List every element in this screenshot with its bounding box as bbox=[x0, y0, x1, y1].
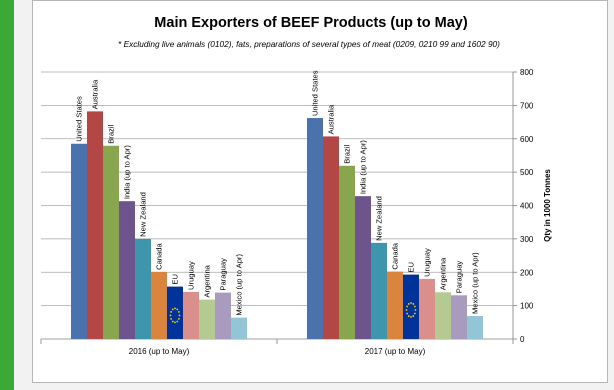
bar-series-label: Brazil bbox=[107, 124, 116, 143]
eu-star-mark bbox=[406, 305, 409, 308]
eu-star-mark bbox=[170, 311, 173, 313]
bar bbox=[435, 292, 451, 339]
eu-star-mark bbox=[412, 315, 415, 317]
side-accent-bar bbox=[0, 0, 14, 390]
eu-star-mark bbox=[177, 311, 180, 313]
bar-series-label: Paraguay bbox=[455, 261, 464, 294]
bar-series-label: India (up to Apr) bbox=[123, 145, 132, 200]
bar bbox=[419, 278, 435, 339]
eu-star-mark bbox=[410, 302, 412, 304]
bar bbox=[403, 274, 419, 339]
chart-panel: Main Exporters of BEEF Products (up to M… bbox=[32, 0, 608, 383]
eu-star-mark bbox=[413, 305, 416, 308]
y-tick-label: 700 bbox=[520, 101, 534, 110]
bar bbox=[451, 295, 467, 339]
eu-star-mark bbox=[407, 315, 410, 317]
bar bbox=[215, 292, 231, 339]
bar bbox=[199, 299, 215, 339]
chart-title: Main Exporters of BEEF Products (up to M… bbox=[154, 15, 468, 31]
y-tick-label: 0 bbox=[520, 335, 525, 344]
bar-series-label: Brazil bbox=[343, 144, 352, 163]
bar-series-label: Australia bbox=[91, 79, 100, 109]
bar-series-label: United States bbox=[311, 70, 320, 116]
bar bbox=[135, 238, 151, 339]
bar bbox=[371, 242, 387, 339]
bar-series-label: Uruguay bbox=[423, 248, 432, 277]
eu-star-mark bbox=[176, 320, 179, 323]
chart-subtitle: * Excluding live animals (0102), fats, p… bbox=[118, 39, 500, 49]
eu-star-mark bbox=[176, 308, 179, 311]
y-axis-title: Qty in 1000 Tonnes bbox=[543, 169, 552, 242]
bar bbox=[467, 315, 483, 339]
bar-series-label: Uruguay bbox=[187, 261, 196, 290]
bar bbox=[323, 136, 339, 339]
eu-star-mark bbox=[170, 318, 173, 320]
bar bbox=[307, 118, 323, 340]
bar-series-label: New Zealand bbox=[375, 196, 384, 241]
eu-star-mark bbox=[174, 321, 176, 324]
bar bbox=[387, 271, 403, 339]
y-tick-label: 100 bbox=[520, 302, 534, 311]
bar-series-label: Mexico (up to Apr) bbox=[235, 254, 244, 316]
bar bbox=[119, 201, 135, 339]
bar-series-label: Argentina bbox=[203, 264, 212, 297]
bar-series-label: Paraguay bbox=[219, 258, 228, 291]
bar-series-label: EU bbox=[407, 262, 416, 273]
eu-star-mark bbox=[171, 320, 174, 323]
eu-star-mark bbox=[177, 318, 180, 320]
bar-series-label: India (up to Apr) bbox=[359, 140, 368, 195]
y-tick-label: 800 bbox=[520, 68, 534, 77]
bar bbox=[87, 111, 103, 339]
category-label: 2016 (up to May) bbox=[129, 347, 190, 356]
bar-series-label: Mexico (up to Apr) bbox=[471, 252, 480, 314]
eu-star-mark bbox=[406, 312, 409, 315]
bar bbox=[231, 317, 247, 339]
bar bbox=[71, 143, 87, 339]
bar-series-label: New Zealand bbox=[139, 192, 148, 237]
y-tick-label: 600 bbox=[520, 135, 534, 144]
bar bbox=[103, 145, 119, 339]
eu-star-mark bbox=[171, 308, 174, 311]
bar-series-label: Canada bbox=[155, 243, 164, 270]
eu-star-mark bbox=[414, 309, 417, 311]
y-tick-label: 500 bbox=[520, 168, 534, 177]
eu-star-mark bbox=[413, 312, 416, 315]
bar bbox=[339, 165, 355, 339]
eu-star-mark bbox=[412, 303, 415, 305]
bar bbox=[183, 291, 199, 339]
eu-star-mark bbox=[169, 314, 172, 317]
bar-series-label: Argentina bbox=[439, 257, 448, 290]
eu-star-mark bbox=[407, 303, 410, 305]
eu-star-mark bbox=[178, 314, 181, 317]
y-tick-label: 300 bbox=[520, 235, 534, 244]
bar-series-label: Canada bbox=[391, 242, 400, 269]
bar-series-label: United States bbox=[75, 96, 84, 142]
bar bbox=[355, 196, 371, 339]
y-tick-label: 200 bbox=[520, 268, 534, 277]
bar-series-label: Australia bbox=[327, 104, 336, 134]
eu-star-mark bbox=[174, 307, 176, 310]
bar-series-label: EU bbox=[171, 274, 180, 285]
category-label: 2017 (up to May) bbox=[365, 347, 426, 356]
eu-star-mark bbox=[405, 309, 408, 311]
eu-star-mark bbox=[410, 316, 412, 318]
bar bbox=[167, 286, 183, 339]
bar bbox=[151, 271, 167, 339]
y-tick-label: 400 bbox=[520, 202, 534, 211]
bar-chart: Main Exporters of BEEF Products (up to M… bbox=[40, 15, 552, 356]
